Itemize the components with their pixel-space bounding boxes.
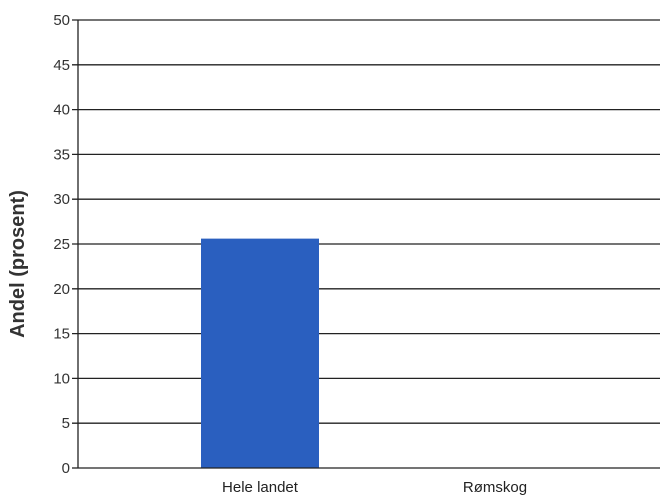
y-tick-label-45: 45 [53,57,70,74]
y-tick-labels: 0 5 10 15 20 25 30 35 40 45 50 [53,12,70,477]
bars [201,238,319,468]
axes [77,20,660,469]
gridlines [72,19,660,469]
y-tick-label-25: 25 [53,236,70,253]
y-tick-label-15: 15 [53,326,70,343]
y-tick-label-30: 30 [53,191,70,208]
y-tick-label-20: 20 [53,281,70,298]
bar-hele-landet [201,238,319,468]
y-tick-label-50: 50 [53,12,70,29]
y-tick-label-40: 40 [53,102,70,119]
y-tick-label-10: 10 [53,370,70,387]
y-tick-label-35: 35 [53,146,70,163]
y-tick-label-5: 5 [62,415,70,432]
x-category-labels: Hele landet Rømskog [222,479,527,496]
x-category-label: Hele landet [222,479,299,496]
x-category-label: Rømskog [463,479,527,496]
y-tick-label-0: 0 [62,460,70,477]
y-axis-title: Andel (prosent) [7,190,29,338]
